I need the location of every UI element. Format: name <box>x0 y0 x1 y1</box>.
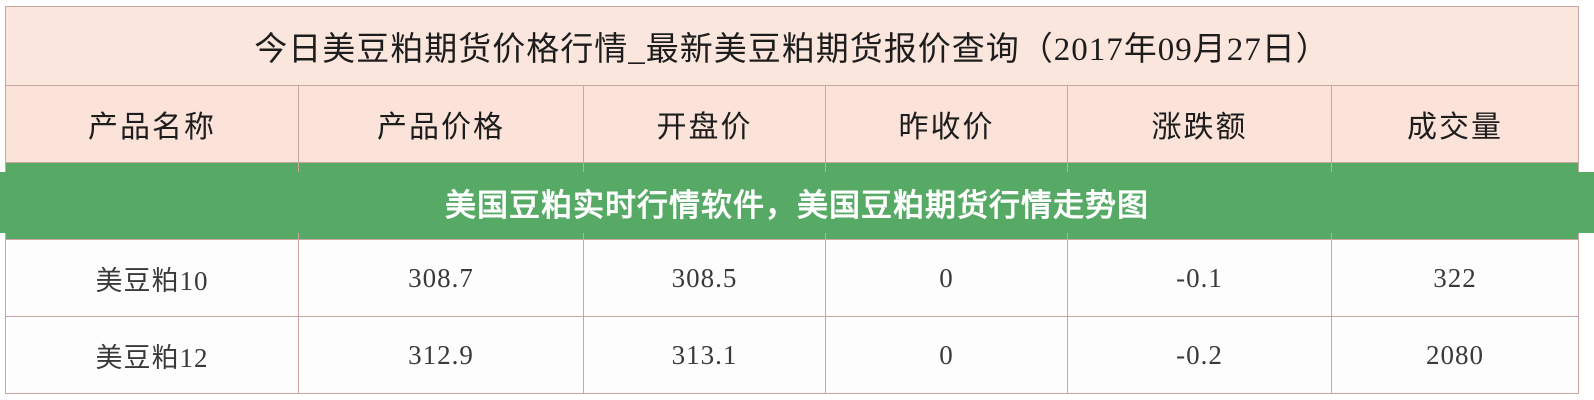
cell-open-price: 313.1 <box>583 316 826 394</box>
cell-product-price: 308.7 <box>298 239 584 317</box>
cell-product-name: 美豆粕10 <box>5 239 299 317</box>
cell-change: -0.2 <box>1067 316 1332 394</box>
column-header-product-name: 产品名称 <box>5 85 299 163</box>
cell-product-price: 312.9 <box>298 316 584 394</box>
table-title-row: 今日美豆粕期货价格行情_最新美豆粕期货报价查询（2017年09月27日） <box>4 6 1580 86</box>
cell-product-name: 美豆粕12 <box>5 316 299 394</box>
table-row[interactable]: 美豆粕10 308.7 308.5 0 -0.1 322 <box>5 239 1580 317</box>
table-row[interactable]: 美豆粕12 312.9 313.1 0 -0.2 2080 <box>5 316 1580 394</box>
column-header-product-price: 产品价格 <box>298 85 584 163</box>
cell-product-name: 美豆粕09 <box>5 162 299 240</box>
table-row[interactable]: 美豆粕09 323 0 1 <box>5 162 1580 240</box>
cell-volume: 2080 <box>1330 316 1580 394</box>
cell-change: -0.1 <box>1067 239 1332 317</box>
cell-volume: 322 <box>1330 239 1580 317</box>
cell-open-price: 308.5 <box>583 239 826 317</box>
cell-product-price: 323 <box>298 162 584 240</box>
column-header-prev-close: 昨收价 <box>825 85 1068 163</box>
column-header-change: 涨跌额 <box>1067 85 1332 163</box>
column-header-volume: 成交量 <box>1330 85 1580 163</box>
page-title: 今日美豆粕期货价格行情_最新美豆粕期货报价查询（2017年09月27日） <box>4 6 1580 86</box>
futures-quote-table: 今日美豆粕期货价格行情_最新美豆粕期货报价查询（2017年09月27日） 产品名… <box>4 6 1580 394</box>
table-header-row: 产品名称 产品价格 开盘价 昨收价 涨跌额 成交量 <box>5 85 1580 163</box>
cell-prev-close: 0 <box>825 316 1068 394</box>
cell-open-price <box>583 162 826 240</box>
cell-prev-close: 0 <box>825 239 1068 317</box>
cell-prev-close <box>825 162 1068 240</box>
column-header-open-price: 开盘价 <box>583 85 826 163</box>
cell-volume: 1 <box>1330 162 1580 240</box>
cell-change: 0 <box>1067 162 1332 240</box>
